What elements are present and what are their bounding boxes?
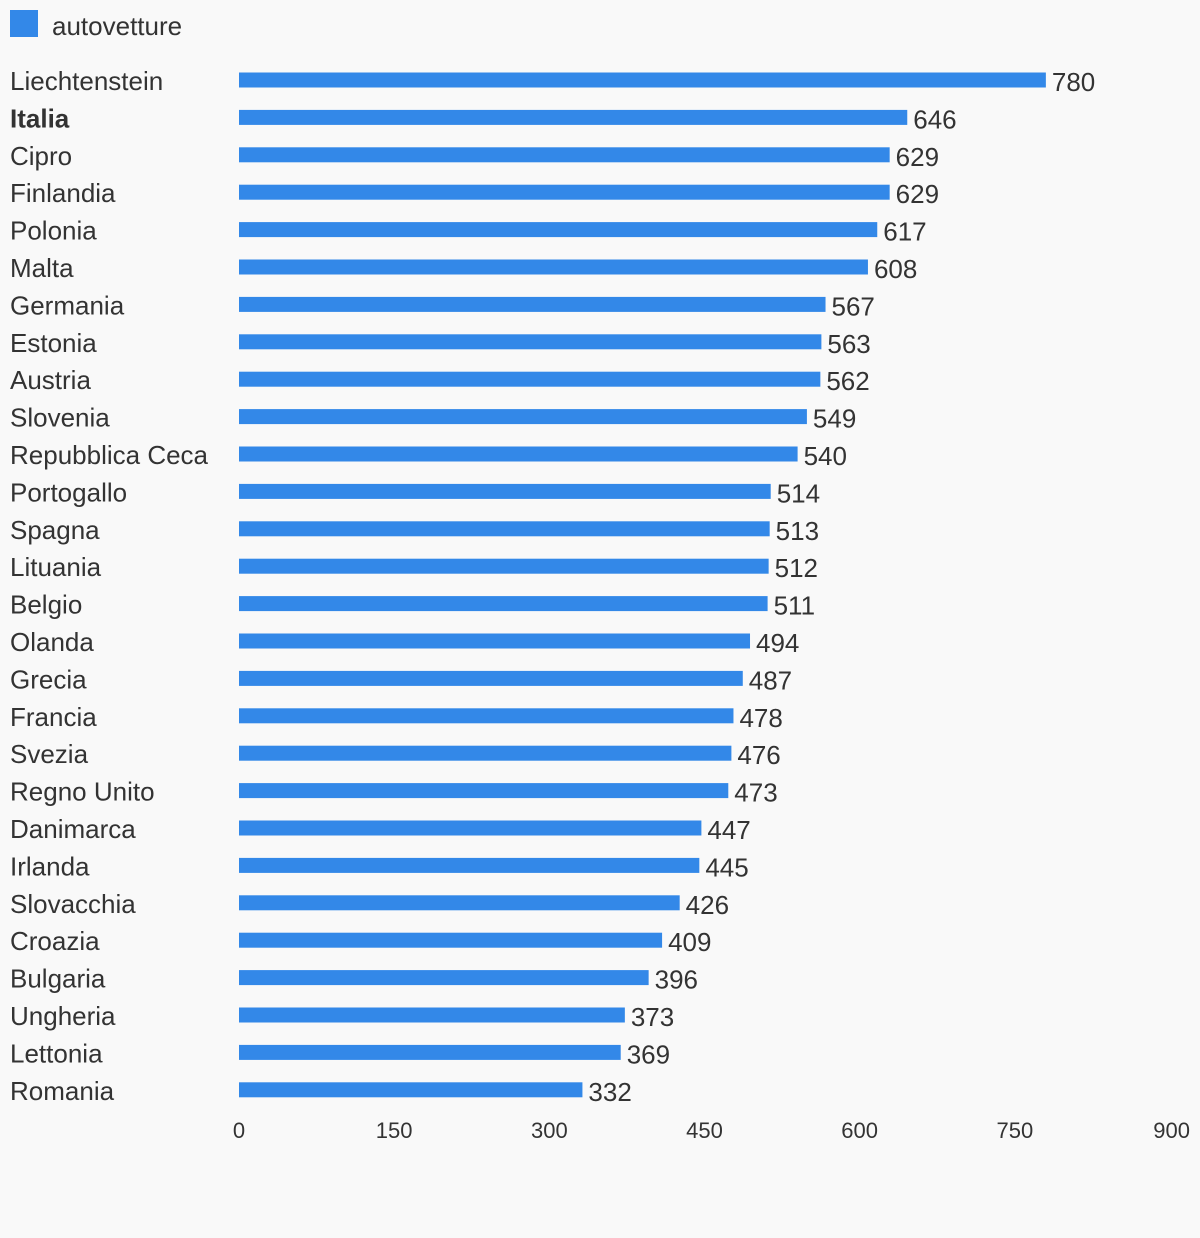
bar-danimarca[interactable] bbox=[239, 820, 702, 836]
bar-belgio[interactable] bbox=[239, 596, 768, 612]
category-label-slovenia: Slovenia bbox=[10, 403, 110, 433]
bar-lituania[interactable] bbox=[239, 558, 769, 574]
value-label-romania: 332 bbox=[588, 1077, 631, 1107]
bar-polonia[interactable] bbox=[239, 222, 878, 238]
category-label-regno-unito: Regno Unito bbox=[10, 777, 155, 807]
x-tick-label-0: 0 bbox=[233, 1118, 245, 1143]
category-labels: Liechtenstein Italia Cipro Finlandia Polonia… bbox=[10, 66, 209, 1106]
bar-croazia[interactable] bbox=[239, 932, 663, 948]
value-label-germania: 567 bbox=[832, 291, 875, 321]
value-label-estonia: 563 bbox=[827, 329, 870, 359]
legend-label: autovetture bbox=[52, 11, 182, 41]
bar-slovenia[interactable] bbox=[239, 409, 807, 425]
x-tick-label-750: 750 bbox=[996, 1118, 1033, 1143]
category-label-danimarca: Danimarca bbox=[10, 814, 136, 844]
value-label-slovenia: 549 bbox=[813, 404, 856, 434]
value-label-regno-unito: 473 bbox=[734, 778, 777, 808]
legend-swatch bbox=[10, 10, 38, 37]
value-label-ungheria: 373 bbox=[631, 1002, 674, 1032]
bar-malta[interactable] bbox=[239, 259, 868, 275]
bar-slovacchia[interactable] bbox=[239, 895, 680, 911]
bar-lettonia[interactable] bbox=[239, 1044, 621, 1060]
category-label-olanda: Olanda bbox=[10, 627, 94, 657]
x-tick-label-900: 900 bbox=[1153, 1118, 1190, 1143]
category-label-cipro: Cipro bbox=[10, 141, 72, 171]
bars bbox=[239, 72, 1046, 1098]
category-label-irlanda: Irlanda bbox=[10, 851, 90, 881]
x-tick-label-450: 450 bbox=[686, 1118, 723, 1143]
category-label-portogallo: Portogallo bbox=[10, 477, 127, 507]
category-label-finlandia: Finlandia bbox=[10, 178, 116, 208]
x-tick-label-300: 300 bbox=[531, 1118, 568, 1143]
category-label-estonia: Estonia bbox=[10, 328, 97, 358]
category-label-belgio: Belgio bbox=[10, 590, 82, 620]
category-label-spagna: Spagna bbox=[10, 515, 100, 545]
bar-bulgaria[interactable] bbox=[239, 970, 649, 986]
bar-germania[interactable] bbox=[239, 296, 826, 312]
bar-romania[interactable] bbox=[239, 1082, 583, 1098]
bar-grecia[interactable] bbox=[239, 670, 743, 686]
bar-irlanda[interactable] bbox=[239, 857, 700, 873]
x-tick-label-150: 150 bbox=[376, 1118, 413, 1143]
value-label-bulgaria: 396 bbox=[655, 965, 698, 995]
bar-liechtenstein[interactable] bbox=[239, 72, 1046, 88]
value-label-spagna: 513 bbox=[776, 516, 819, 546]
x-axis: 0 150 300 450 600 750 900 bbox=[233, 1118, 1190, 1143]
bar-spagna[interactable] bbox=[239, 521, 770, 537]
bar-ungheria[interactable] bbox=[239, 1007, 625, 1023]
value-label-liechtenstein: 780 bbox=[1052, 67, 1095, 97]
category-label-grecia: Grecia bbox=[10, 664, 87, 694]
category-label-liechtenstein: Liechtenstein bbox=[10, 66, 163, 96]
bar-cipro[interactable] bbox=[239, 147, 890, 163]
bar-olanda[interactable] bbox=[239, 633, 751, 649]
category-label-lituania: Lituania bbox=[10, 552, 102, 582]
value-labels: 780 646 629 629 617 608 567 563 562 549 540 514 513 5… bbox=[588, 67, 1095, 1107]
category-label-repubblica-ceca: Repubblica Ceca bbox=[10, 440, 209, 470]
value-label-cipro: 629 bbox=[896, 142, 939, 172]
value-label-croazia: 409 bbox=[668, 927, 711, 957]
value-label-finlandia: 629 bbox=[896, 179, 939, 209]
value-label-lituania: 512 bbox=[775, 553, 818, 583]
category-label-slovacchia: Slovacchia bbox=[10, 889, 136, 919]
bar-regno-unito[interactable] bbox=[239, 783, 729, 799]
value-label-polonia: 617 bbox=[883, 217, 926, 247]
category-label-austria: Austria bbox=[10, 365, 91, 395]
value-label-irlanda: 445 bbox=[705, 852, 748, 882]
value-label-lettonia: 369 bbox=[627, 1039, 670, 1069]
bar-italia[interactable] bbox=[239, 109, 908, 125]
bar-estonia[interactable] bbox=[239, 334, 822, 350]
bar-francia[interactable] bbox=[239, 708, 734, 724]
category-label-italia: Italia bbox=[10, 103, 70, 133]
bar-svezia[interactable] bbox=[239, 745, 732, 761]
bar-portogallo[interactable] bbox=[239, 483, 771, 499]
value-label-olanda: 494 bbox=[756, 628, 799, 658]
category-label-lettonia: Lettonia bbox=[10, 1038, 103, 1068]
bar-finlandia[interactable] bbox=[239, 184, 890, 200]
value-label-danimarca: 447 bbox=[707, 815, 750, 845]
category-label-francia: Francia bbox=[10, 702, 97, 732]
category-label-polonia: Polonia bbox=[10, 216, 97, 246]
value-label-malta: 608 bbox=[874, 254, 917, 284]
category-label-croazia: Croazia bbox=[10, 926, 100, 956]
value-label-slovacchia: 426 bbox=[686, 890, 729, 920]
bar-austria[interactable] bbox=[239, 371, 821, 387]
value-label-grecia: 487 bbox=[749, 665, 792, 695]
x-tick-label-600: 600 bbox=[841, 1118, 878, 1143]
legend[interactable]: autovetture bbox=[10, 10, 182, 41]
value-label-francia: 478 bbox=[739, 703, 782, 733]
value-label-italia: 646 bbox=[913, 104, 956, 134]
value-label-portogallo: 514 bbox=[777, 478, 820, 508]
value-label-austria: 562 bbox=[826, 366, 869, 396]
category-label-bulgaria: Bulgaria bbox=[10, 964, 106, 994]
category-label-svezia: Svezia bbox=[10, 739, 89, 769]
bar-repubblica-ceca[interactable] bbox=[239, 446, 798, 462]
category-label-ungheria: Ungheria bbox=[10, 1001, 116, 1031]
category-label-romania: Romania bbox=[10, 1076, 115, 1106]
value-label-svezia: 476 bbox=[737, 740, 780, 770]
category-label-malta: Malta bbox=[10, 253, 74, 283]
value-label-belgio: 511 bbox=[774, 591, 815, 621]
category-label-germania: Germania bbox=[10, 290, 125, 320]
value-label-repubblica-ceca: 540 bbox=[804, 441, 847, 471]
